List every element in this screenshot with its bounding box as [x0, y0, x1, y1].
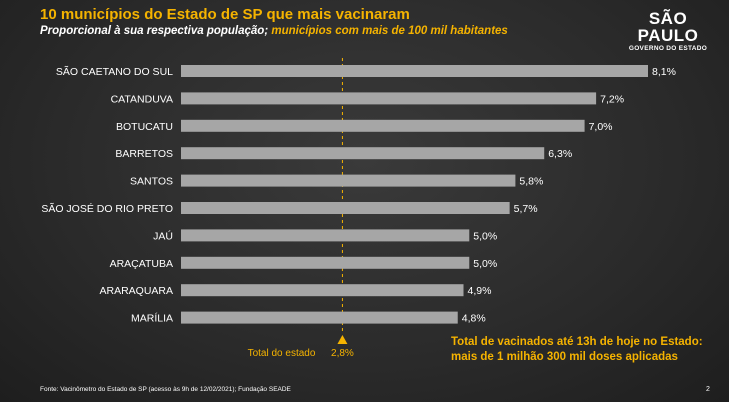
category-label: ARARAQUARA [99, 285, 173, 297]
category-label: BARRETOS [115, 148, 173, 160]
subtitle-main: Proporcional à sua respectiva população; [40, 25, 269, 37]
data-label: 6,3% [548, 148, 572, 160]
bar [181, 202, 510, 214]
bar [181, 284, 464, 297]
page-title: 10 municípios do Estado de SP que mais v… [40, 6, 410, 23]
category-label: JAÚ [153, 229, 173, 242]
category-label: SÃO JOSÉ DO RIO PRETO [41, 202, 173, 215]
data-label: 5,7% [514, 203, 538, 215]
page-number: 2 [706, 386, 710, 393]
page-subtitle: Proporcional à sua respectiva população;… [40, 25, 508, 37]
data-label: 4,9% [468, 285, 492, 297]
total-vaccinated-note: Total de vacinados até 13h de hoje no Es… [451, 335, 721, 365]
bar [181, 147, 545, 160]
data-label: 7,2% [600, 93, 624, 105]
bar [181, 229, 470, 242]
category-label: ARAÇATUBA [110, 258, 173, 270]
logo-sub-text: GOVERNO DO ESTADO [628, 45, 708, 52]
bar [181, 119, 585, 132]
note-line-1: Total de vacinados até 13h de hoje no Es… [451, 336, 703, 348]
data-label: 5,0% [473, 258, 497, 270]
reference-label: Total do estado [248, 348, 316, 359]
category-label: BOTUCATU [116, 121, 173, 133]
bar [181, 92, 597, 105]
subtitle-highlight: municípios com mais de 100 mil habitante… [268, 25, 508, 37]
reference-marker [337, 335, 348, 344]
category-label: SANTOS [130, 176, 173, 188]
data-label: 5,8% [519, 176, 543, 188]
category-label: MARÍLIA [131, 312, 173, 325]
data-label: 5,0% [473, 230, 497, 242]
source-footnote: Fonte: Vacinômetro do Estado de SP (aces… [40, 386, 291, 393]
reference-value-label: 2,8% [331, 348, 354, 359]
sao-paulo-logo: SÃO PAULO GOVERNO DO ESTADO [618, 10, 718, 52]
bar [181, 65, 648, 77]
data-label: 7,0% [589, 121, 613, 133]
logo-main-text: SÃO PAULO [637, 9, 699, 45]
data-label: 4,8% [462, 313, 486, 325]
bar [181, 256, 470, 269]
bar [181, 174, 516, 187]
note-line-2: mais de 1 milhão 300 mil doses aplicadas [451, 351, 678, 363]
category-label: CATANDUVA [111, 93, 173, 105]
category-label: SÃO CAETANO DO SUL [56, 65, 173, 78]
data-label: 8,1% [652, 66, 676, 78]
bar [181, 311, 458, 324]
